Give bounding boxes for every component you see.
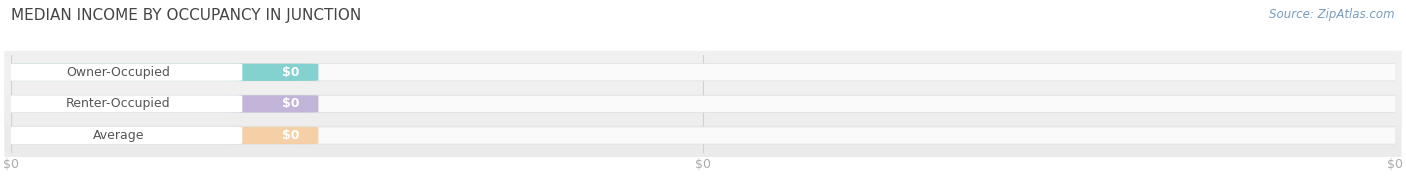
FancyBboxPatch shape (0, 95, 242, 113)
FancyBboxPatch shape (0, 127, 318, 144)
Text: Renter-Occupied: Renter-Occupied (66, 97, 170, 110)
Text: $0: $0 (281, 97, 299, 110)
Text: MEDIAN INCOME BY OCCUPANCY IN JUNCTION: MEDIAN INCOME BY OCCUPANCY IN JUNCTION (11, 8, 361, 23)
FancyBboxPatch shape (4, 114, 1402, 157)
FancyBboxPatch shape (0, 127, 1406, 144)
Text: Owner-Occupied: Owner-Occupied (66, 66, 170, 79)
FancyBboxPatch shape (0, 127, 242, 144)
FancyBboxPatch shape (0, 95, 318, 113)
Text: Source: ZipAtlas.com: Source: ZipAtlas.com (1270, 8, 1395, 21)
Text: $0: $0 (281, 66, 299, 79)
FancyBboxPatch shape (0, 95, 1406, 113)
FancyBboxPatch shape (0, 64, 242, 81)
FancyBboxPatch shape (0, 64, 1406, 81)
Text: $0: $0 (281, 129, 299, 142)
FancyBboxPatch shape (0, 64, 318, 81)
FancyBboxPatch shape (4, 51, 1402, 94)
FancyBboxPatch shape (4, 82, 1402, 125)
Text: Average: Average (93, 129, 145, 142)
